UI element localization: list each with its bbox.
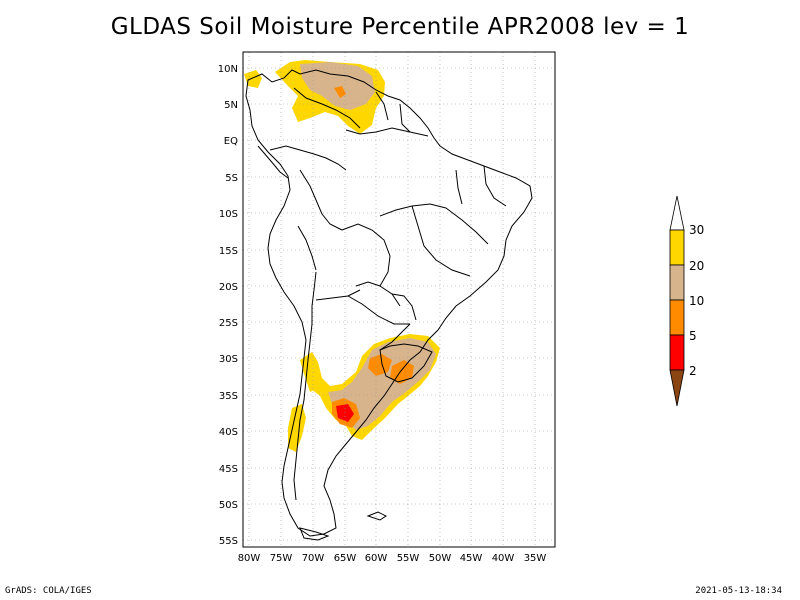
colorbar-orange [669, 299, 685, 336]
colorbar-label: 30 [689, 223, 704, 237]
shade-north-yellow-2 [244, 70, 262, 88]
border-argentina-paraguay [347, 295, 410, 325]
lon-label: 35W [524, 553, 547, 564]
footer-timestamp: 2021-05-13-18:34 [695, 586, 782, 596]
lat-label: 50S [219, 500, 238, 511]
lat-label: 40S [219, 427, 238, 438]
lat-label: 25S [219, 318, 238, 329]
shade-south-orange-1 [368, 354, 392, 376]
border-brazil-north [345, 127, 429, 137]
coastlines [245, 69, 533, 541]
colorbar [669, 195, 685, 407]
lat-label: 30S [219, 354, 238, 365]
shade-patagonia-yellow [288, 404, 306, 452]
border-colombia-south [269, 145, 347, 171]
border-argentina-brazil [379, 323, 411, 351]
lon-label: 50W [429, 553, 452, 564]
border-uruguay [379, 343, 433, 383]
border-bolivia-paraguay [355, 281, 401, 307]
border-bolivia-brazil [341, 223, 391, 287]
lat-label: 35S [219, 391, 238, 402]
lon-label: 40W [492, 553, 515, 564]
border-ecuador-peru [257, 145, 289, 179]
colorbar-label: 10 [689, 294, 704, 308]
border-colombia-venezuela [293, 87, 361, 129]
lon-label: 45W [460, 553, 483, 564]
colorbar-label: 5 [689, 329, 697, 343]
lon-label: 55W [397, 553, 420, 564]
lat-label: 45S [219, 464, 238, 475]
lat-label: EQ [224, 136, 238, 147]
lat-label: 10S [219, 209, 238, 220]
shade-coast-yellow [306, 366, 320, 392]
falklands [366, 511, 387, 521]
border-paraguay-brazil [391, 293, 417, 321]
lat-label: 15S [219, 246, 238, 257]
border-brazil-states [379, 165, 507, 277]
colorbar-bottom-triangle [669, 369, 685, 407]
lon-axis: 80W 75W 70W 65W 60W 55W 50W 45W 40W 35W [238, 553, 547, 564]
colorbar-label: 20 [689, 259, 704, 273]
shading-layer [244, 60, 440, 452]
shade-north-orange [334, 86, 346, 98]
lat-label: 55S [219, 536, 238, 547]
lat-label: 10N [218, 64, 238, 75]
border-venezuela-guyana [375, 91, 389, 121]
border-guyana-suriname [399, 103, 411, 133]
colorbar-top-triangle [669, 195, 685, 231]
lon-label: 70W [302, 553, 325, 564]
colorbar-yellow [669, 229, 685, 266]
tierra-del-fuego [299, 527, 330, 541]
colorbar-red [669, 334, 685, 371]
lat-label: 5N [224, 100, 238, 111]
south-america-outline [245, 69, 533, 537]
lon-label: 65W [334, 553, 357, 564]
colorbar-tan [669, 264, 685, 301]
footer-credit: GrADS: COLA/IGES [5, 586, 92, 596]
map-frame [242, 51, 556, 548]
lat-axis: 10N 5N EQ 5S 10S 15S 20S 25S 30S 35S 40S… [218, 64, 238, 547]
shade-north-tan [300, 62, 375, 110]
lon-label: 75W [270, 553, 293, 564]
colorbar-labels: 30 20 10 5 2 [689, 223, 704, 378]
lon-label: 80W [238, 553, 261, 564]
lat-label: 5S [225, 173, 238, 184]
border-argentina-bolivia [315, 289, 361, 301]
map-title: GLDAS Soil Moisture Percentile APR2008 l… [110, 14, 690, 40]
border-peru-bolivia [297, 225, 317, 271]
lat-label: 20S [219, 282, 238, 293]
border-peru-brazil [299, 169, 343, 231]
border-argentina-chile [293, 271, 317, 501]
colorbar-label: 2 [689, 364, 697, 378]
lon-label: 60W [365, 553, 388, 564]
